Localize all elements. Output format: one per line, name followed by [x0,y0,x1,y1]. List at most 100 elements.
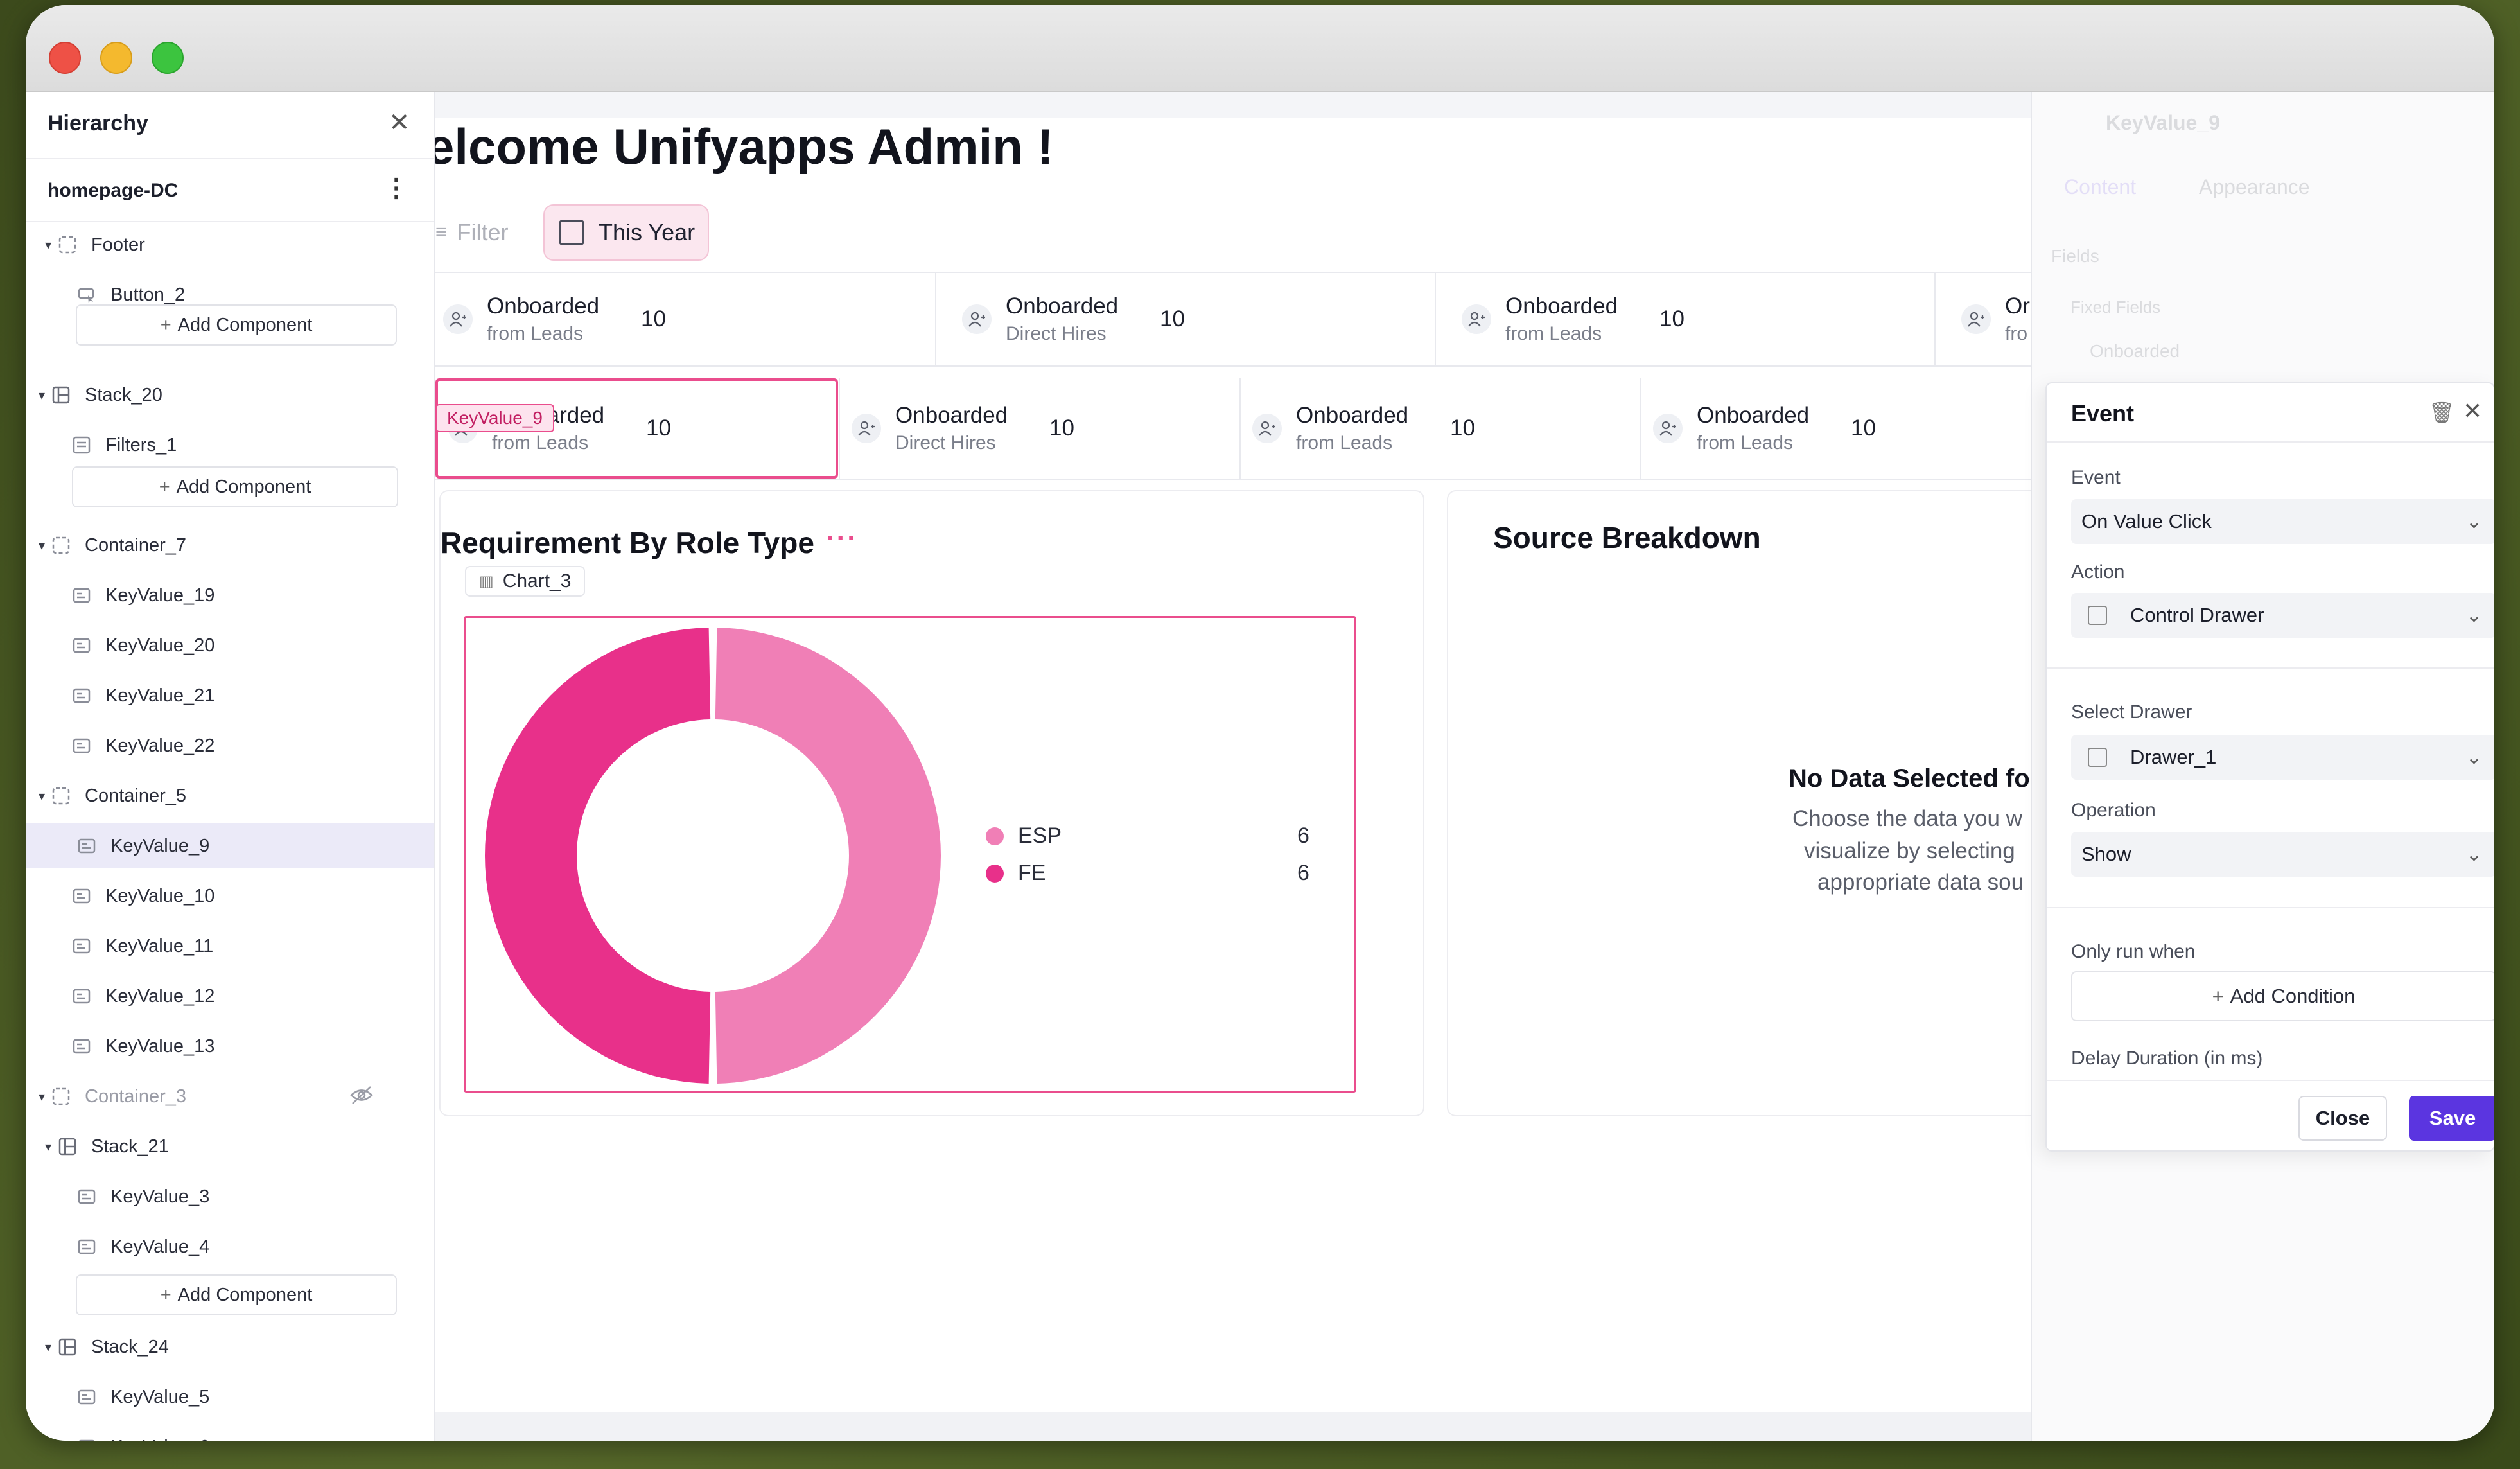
filter-button[interactable]: ≡ Filter [435,204,525,261]
tree-node-label: KeyValue_12 [105,985,215,1007]
tree-node[interactable]: Button_2 [77,272,185,317]
chart-icon: ▥ [479,572,494,590]
tree-node[interactable]: KeyValue_19 [72,573,214,618]
keyvalue-card[interactable]: Onboarded from Leads 10 [1653,378,1876,479]
operation-select[interactable]: Show ⌄ [2071,832,2494,877]
donut-chart [484,628,941,1084]
keyvalue-label: Onboarded [487,294,600,319]
tree-node[interactable]: KeyValue_6 [77,1425,209,1441]
date-range-button[interactable]: This Year [543,204,709,261]
keyvalue-card[interactable]: Onboarded Direct Hires 10 [852,378,1074,479]
legend-label-esp: ESP [1018,823,1062,848]
tab-content[interactable]: Content [2064,175,2137,198]
selected-component-tag: KeyValue_9 [435,404,554,432]
add-component-button[interactable]: + Add Component [76,304,397,346]
divider [1640,378,1641,479]
tree-node[interactable]: KeyValue_11 [72,924,213,969]
more-options-icon[interactable]: ··· [826,522,858,554]
properties-field-2: Fixed Fields [2070,297,2161,317]
legend-label-fe: FE [1018,861,1046,885]
caret-down-icon[interactable]: ▾ [44,1340,52,1355]
tree-node[interactable]: KeyValue_12 [72,974,214,1019]
add-component-button[interactable]: + Add Component [76,1274,397,1315]
donut-slice-fe[interactable] [484,628,711,1084]
divider [935,273,936,365]
minimize-window-button[interactable] [100,42,132,74]
save-button[interactable]: Save [2409,1096,2494,1141]
keyvalue-card[interactable]: Onboarded from Leads 10 [1252,378,1475,479]
drawer-icon [2088,748,2107,767]
tree-node[interactable]: KeyValue_13 [72,1024,214,1069]
keyvalue-label: Or [2005,294,2030,319]
properties-field-3: Onboarded [2090,341,2180,361]
tree-node-label: KeyValue_5 [110,1386,210,1407]
tree-node-label: Button_2 [110,284,186,305]
caret-down-icon[interactable]: ▾ [38,388,46,403]
app-window: Hierarchy ✕ homepage-DC ⋮ ▾ Footer Button_… [26,5,2494,1441]
keyvalue-card[interactable]: Onboarded from Leads 10 [443,273,666,365]
close-window-button[interactable] [49,42,81,74]
close-button[interactable]: Close [2298,1096,2387,1141]
users-icon [852,414,881,443]
caret-down-icon[interactable]: ▾ [44,1139,52,1154]
caret-down-icon[interactable]: ▾ [38,1089,46,1104]
page-selector[interactable]: homepage-DC ⋮ [26,159,434,222]
event-select[interactable]: On Value Click ⌄ [2071,499,2494,544]
page-name: homepage-DC [48,180,179,201]
action-select[interactable]: Control Drawer ⌄ [2071,593,2494,638]
close-icon[interactable]: ✕ [389,109,410,137]
tree-node[interactable]: ▾ Container_3 [32,1074,186,1119]
tree-node-label: KeyValue_11 [105,935,214,956]
maximize-window-button[interactable] [152,42,184,74]
tree-node[interactable]: ▾ Container_5 [32,773,186,818]
keyvalue-sublabel: from Leads [492,432,589,453]
tree-node[interactable]: Filters_1 [72,423,177,468]
add-condition-button[interactable]: + Add Condition [2071,971,2494,1021]
keyvalue-sublabel: from Leads [1505,323,1602,344]
tree-node[interactable]: KeyValue_21 [72,673,214,718]
drawer-select[interactable]: Drawer_1 ⌄ [2071,735,2494,780]
donut-slice-esp[interactable] [715,628,941,1084]
filter-icon [72,435,91,455]
keyvalue-row-2: Onboarded from Leads 10 Onboarded Direct Hir… [435,378,2031,480]
tree-node-label: Stack_21 [91,1136,169,1157]
keyvalue-value: 10 [641,306,666,331]
tree-node[interactable]: KeyValue_20 [72,623,214,668]
caret-down-icon[interactable]: ▾ [38,538,46,553]
keyvalue-icon [77,1237,96,1256]
eye-off-icon[interactable] [350,1086,373,1110]
tab-appearance[interactable]: Appearance [2199,175,2310,198]
keyvalue-card[interactable]: Or fro [1961,273,2031,365]
tree-node[interactable]: KeyValue_10 [72,874,214,919]
container-icon [51,536,71,555]
caret-down-icon[interactable]: ▾ [38,789,46,804]
source-breakdown-title: Source Breakdown [1493,521,1761,554]
keyvalue-sublabel: Direct Hires [1006,323,1107,344]
tree-node[interactable]: KeyValue_5 [77,1375,209,1420]
tree-node[interactable]: ▾ Footer [39,222,145,267]
keyvalue-card[interactable]: Onboarded Direct Hires 10 [962,273,1185,365]
tree-node[interactable]: ▾ Stack_21 [39,1124,169,1169]
caret-down-icon[interactable]: ▾ [44,238,52,252]
close-icon[interactable]: ✕ [2463,398,2483,424]
action-label: Action [2071,561,2125,583]
tree-node[interactable]: ▾ Stack_24 [39,1324,169,1369]
tree-node[interactable]: ▾ Container_7 [32,523,186,568]
tree-node[interactable]: KeyValue_22 [72,723,214,768]
tree-node[interactable]: KeyValue_9 [26,823,434,868]
tree-node[interactable]: KeyValue_4 [77,1224,209,1269]
tree-node[interactable]: ▾ Stack_20 [32,373,162,418]
legend-value-fe: 6 [1297,861,1309,885]
container-icon [51,1087,71,1106]
chart-frame[interactable]: ESP 6 FE 6 [464,616,1356,1093]
trash-icon[interactable]: 🗑 [2429,401,2455,424]
more-vertical-icon[interactable]: ⋮ [383,174,409,202]
add-component-button[interactable]: + Add Component [72,466,398,507]
tree-node[interactable]: KeyValue_3 [77,1174,209,1219]
requirement-title: Requirement By Role Type [441,526,814,559]
keyvalue-card[interactable]: Onboarded from Leads 10 [1462,273,1684,365]
delay-duration-label: Delay Duration (in ms) [2071,1048,2263,1069]
keyvalue-icon [72,1037,91,1056]
keyvalue-icon [72,636,91,655]
users-icon [962,304,992,334]
